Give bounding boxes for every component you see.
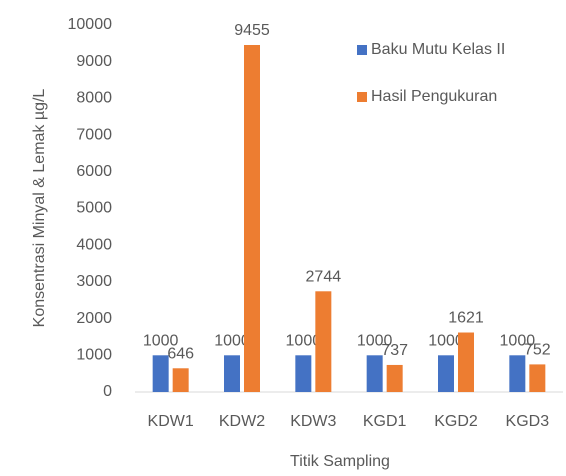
bar [315, 291, 332, 392]
data-label: 1000 [428, 333, 464, 350]
data-label: 2744 [306, 269, 342, 286]
data-label: 646 [167, 346, 194, 363]
legend-label: Hasil Pengukuran [371, 88, 497, 105]
y-tick-label: 3000 [76, 273, 112, 290]
bar [224, 355, 240, 392]
bar [152, 355, 169, 392]
y-axis-title: Konsentrasi Minyal & Lemak µg/L [31, 89, 48, 328]
y-tick-label: 4000 [76, 236, 112, 253]
bar [509, 355, 526, 392]
data-label: 1000 [357, 333, 393, 350]
y-tick-label: 0 [103, 383, 112, 400]
data-label: 752 [524, 342, 551, 359]
x-tick-label: KGD3 [506, 413, 550, 430]
bar [366, 355, 383, 392]
x-tick-label: KDW1 [148, 413, 194, 430]
y-tick-label: 2000 [76, 310, 112, 327]
bar [386, 364, 403, 392]
data-label: 1000 [286, 333, 322, 350]
data-label: 1000 [500, 333, 536, 350]
legend-swatch [357, 92, 367, 102]
legend-swatch [357, 45, 367, 55]
x-tick-label: KGD1 [363, 413, 407, 430]
y-tick-label: 8000 [76, 90, 112, 107]
y-tick-label: 7000 [76, 126, 112, 143]
bar [438, 355, 454, 392]
data-label: 9455 [234, 22, 270, 39]
y-tick-label: 6000 [76, 163, 112, 180]
bar [529, 364, 546, 392]
y-tick-label: 10000 [68, 16, 113, 33]
bar [172, 368, 189, 392]
x-tick-label: KDW2 [219, 413, 265, 430]
data-label: 1000 [143, 333, 179, 350]
legend-label: Baku Mutu Kelas II [371, 41, 505, 58]
bar [458, 332, 474, 392]
y-tick-label: 1000 [76, 347, 112, 364]
x-tick-label: KGD2 [434, 413, 478, 430]
bar [295, 355, 312, 392]
y-tick-label: 9000 [76, 53, 112, 70]
bar [244, 45, 260, 393]
data-label: 1621 [448, 310, 484, 327]
y-tick-label: 5000 [76, 200, 112, 217]
data-label: 1000 [214, 333, 250, 350]
data-label: 737 [381, 342, 408, 359]
x-tick-label: KDW3 [290, 413, 336, 430]
x-axis-title: Titik Sampling [290, 453, 390, 470]
